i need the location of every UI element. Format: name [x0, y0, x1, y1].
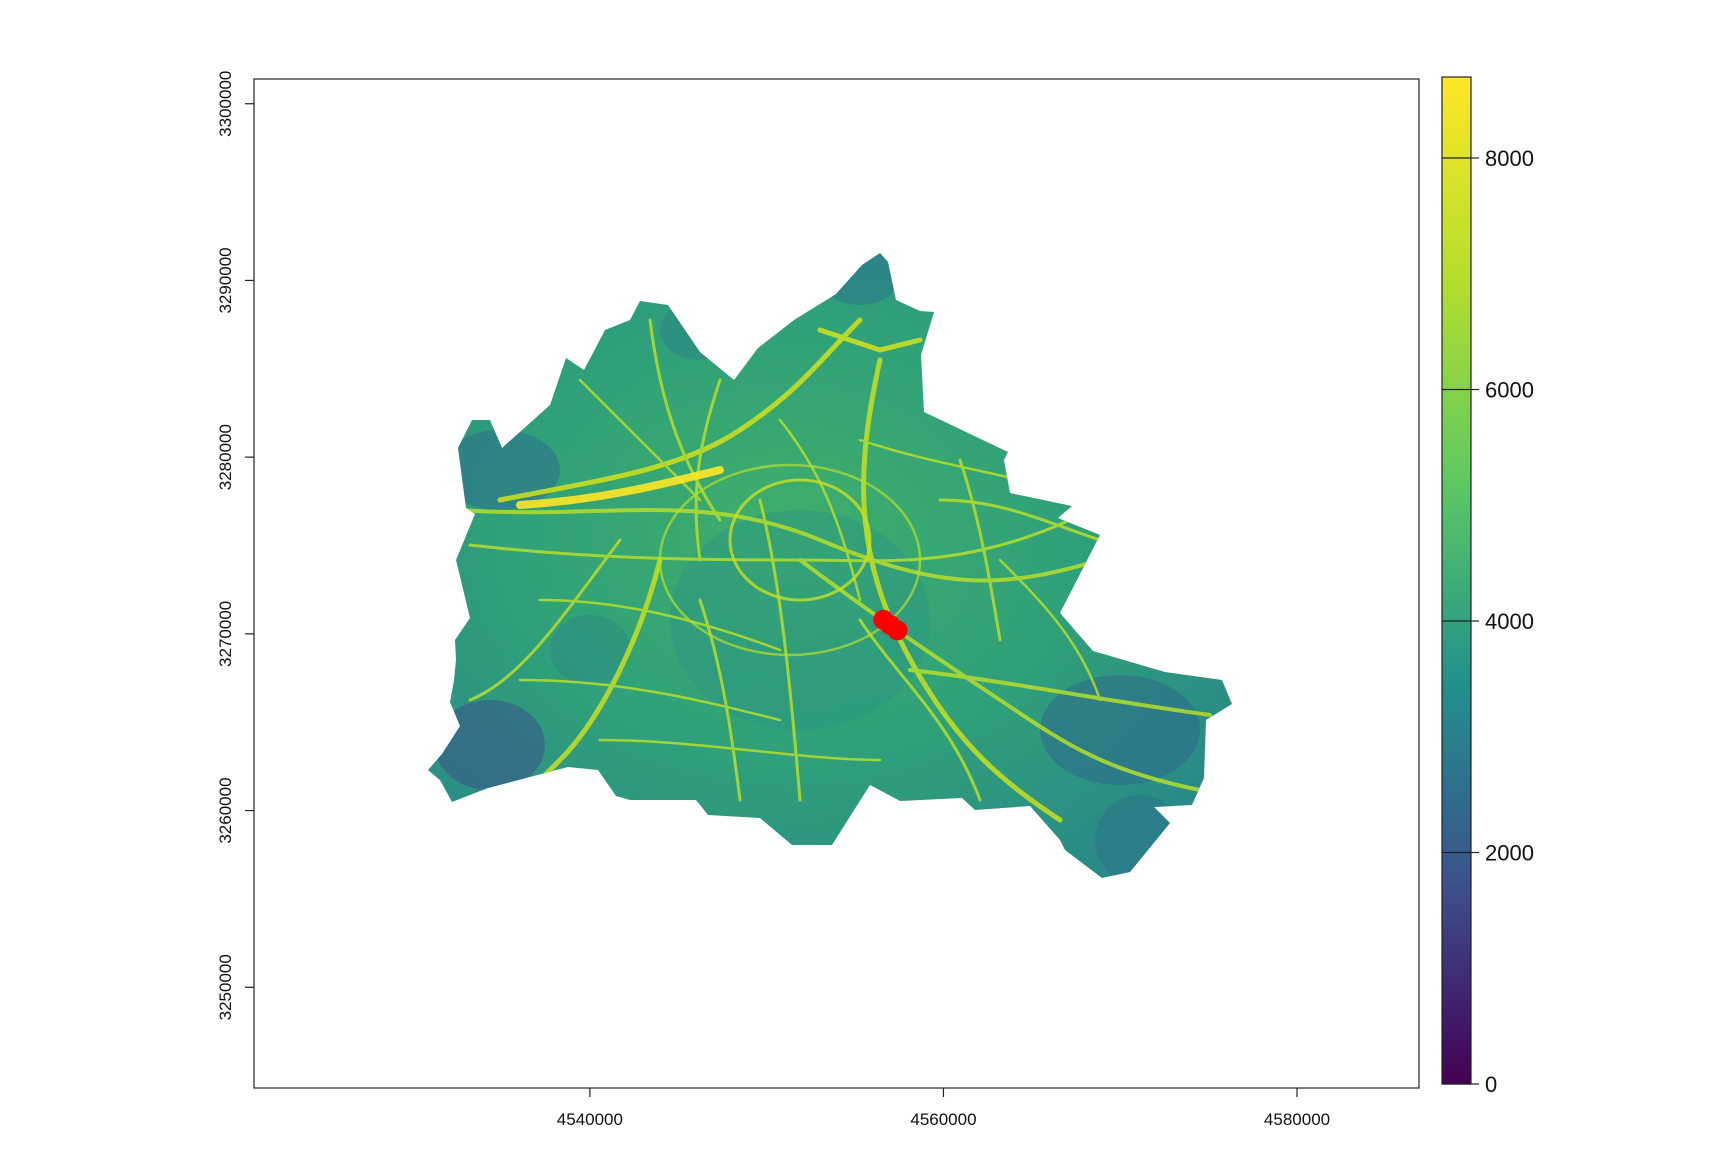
legend-tick-label: 8000 [1485, 146, 1534, 171]
highlight-points [873, 609, 908, 641]
legend-tick-label: 2000 [1485, 841, 1534, 866]
y-tick-label: 3270000 [216, 601, 235, 667]
legend-tick-label: 0 [1485, 1072, 1497, 1097]
y-axis: 3250000 3260000 3270000 3280000 3290000 33000… [216, 71, 254, 1020]
x-axis: 4540000 4560000 4580000 [557, 1088, 1330, 1129]
highlight-point [887, 620, 908, 641]
y-tick-label: 3250000 [216, 954, 235, 1020]
x-tick-label: 4560000 [910, 1110, 976, 1129]
raster-detail [435, 253, 1212, 878]
raster-area [428, 253, 1232, 878]
y-tick-label: 3280000 [216, 424, 235, 490]
legend-tick-label: 4000 [1485, 609, 1534, 634]
y-tick-label: 3260000 [216, 777, 235, 843]
y-tick-label: 3290000 [216, 247, 235, 313]
legend-axis: 0 2000 4000 6000 8000 [1442, 146, 1534, 1097]
legend-tick-label: 6000 [1485, 378, 1534, 403]
x-tick-label: 4580000 [1264, 1110, 1330, 1129]
x-tick-label: 4540000 [557, 1110, 623, 1129]
legend-colorbar [1441, 76, 1472, 1085]
y-tick-label: 3300000 [216, 71, 235, 137]
